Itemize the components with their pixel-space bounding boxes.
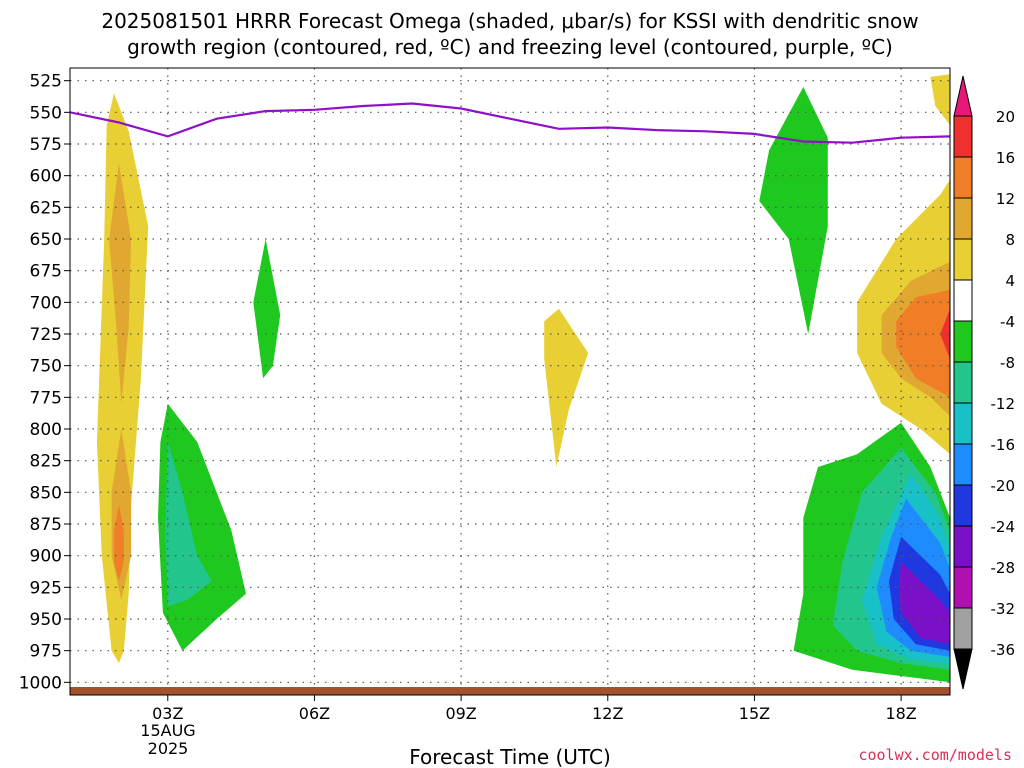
chart-title-line2: growth region (contoured, red, ºC) and f… — [127, 35, 893, 59]
x-axis-label: Forecast Time (UTC) — [409, 745, 611, 768]
colorbar-label-12: -32 — [991, 600, 1016, 618]
x-tick-label-09Z: 09Z — [445, 704, 476, 723]
y-tick-label-800: 800 — [30, 420, 62, 440]
colorbar-segment-3 — [953, 197, 973, 240]
surface-terrain — [70, 687, 950, 695]
omega-region-6 — [253, 239, 281, 379]
colorbar-label-8: -16 — [991, 436, 1016, 454]
colorbar-label-7: -12 — [991, 395, 1016, 413]
x-tick-label-15Z: 15Z — [739, 704, 770, 723]
colorbar-label-1: 16 — [996, 149, 1015, 167]
y-tick-label-925: 925 — [30, 578, 62, 598]
colorbar-label-6: -8 — [1000, 354, 1015, 372]
colorbar-segment-6 — [953, 320, 973, 363]
colorbar-top-arrow — [953, 75, 973, 117]
chart-title-line1: 2025081501 HRRR Forecast Omega (shaded, … — [101, 9, 918, 33]
colorbar-label-0: 20 — [996, 108, 1015, 126]
omega-region-19 — [898, 562, 950, 645]
omega-region-7 — [544, 308, 589, 467]
y-tick-label-525: 525 — [30, 72, 62, 92]
colorbar-label-9: -20 — [991, 477, 1016, 495]
colorbar-label-13: -36 — [991, 641, 1016, 659]
y-tick-label-625: 625 — [30, 198, 62, 218]
y-tick-label-550: 550 — [30, 103, 62, 123]
omega-region-13 — [940, 308, 950, 360]
colorbar-label-3: 8 — [1005, 231, 1015, 249]
colorbar-segment-4 — [953, 238, 973, 281]
y-tick-label-650: 650 — [30, 230, 62, 250]
colorbar-segment-12 — [953, 566, 973, 609]
colorbar-segment-5 — [953, 279, 973, 322]
x-date-day: 15AUG — [140, 721, 195, 740]
colorbar-bottom-arrow — [953, 648, 973, 690]
colorbar-label-4: 4 — [1005, 272, 1015, 290]
freezing-level-line — [70, 102, 950, 144]
surface-band — [70, 687, 950, 695]
colorbar: 20 16 12 8 4 -4 -8 -12 -16 -20 -24 -28 -32 -36 — [953, 75, 1016, 690]
x-tick-label-12Z: 12Z — [592, 704, 623, 723]
omega-region-1 — [109, 163, 132, 404]
colorbar-segment-1 — [953, 115, 973, 158]
freezing-level-contour — [70, 102, 950, 144]
x-date-year: 2025 — [148, 739, 189, 758]
y-tick-label-750: 750 — [30, 357, 62, 377]
y-tick-label-575: 575 — [30, 135, 62, 155]
colorbar-segment-8 — [953, 402, 973, 445]
y-tick-label-950: 950 — [30, 610, 62, 630]
y-tick-label-725: 725 — [30, 325, 62, 345]
colorbar-segment-2 — [953, 156, 973, 199]
colorbar-label-2: 12 — [996, 190, 1015, 208]
colorbar-label-11: -28 — [991, 559, 1016, 577]
y-tick-label-900: 900 — [30, 547, 62, 567]
y-tick-label-700: 700 — [30, 293, 62, 313]
credit-text: coolwx.com/models — [858, 746, 1012, 764]
colorbar-segment-10 — [953, 484, 973, 527]
colorbar-segment-7 — [953, 361, 973, 404]
omega-region-9 — [930, 74, 950, 125]
omega-region-5 — [165, 441, 212, 607]
y-tick-label-600: 600 — [30, 167, 62, 187]
y-tick-label-1000: 1000 — [19, 673, 62, 693]
x-tick-label-18Z: 18Z — [885, 704, 916, 723]
colorbar-segment-13 — [953, 607, 973, 650]
omega-shaded-regions — [96, 74, 950, 683]
colorbar-label-5: -4 — [1000, 313, 1015, 331]
colorbar-label-10: -24 — [991, 518, 1016, 536]
y-tick-label-825: 825 — [30, 452, 62, 472]
y-tick-label-775: 775 — [30, 388, 62, 408]
colorbar-segment-11 — [953, 525, 973, 568]
x-tick-label-06Z: 06Z — [299, 704, 330, 723]
colorbar-segment-9 — [953, 443, 973, 486]
omega-region-12 — [896, 289, 950, 398]
y-tick-label-675: 675 — [30, 262, 62, 282]
y-tick-label-850: 850 — [30, 483, 62, 503]
omega-region-8 — [759, 87, 828, 334]
plot-frame — [69, 67, 951, 696]
y-tick-label-875: 875 — [30, 515, 62, 535]
x-axis: 03Z 06Z 09Z 12Z 15Z 18Z — [152, 695, 917, 723]
x-tick-label-03Z: 03Z — [152, 704, 183, 723]
y-axis: 525 550 575 600 625 650 675 700 725 750 775 800 825 8… — [19, 72, 70, 693]
y-tick-label-975: 975 — [30, 642, 62, 662]
